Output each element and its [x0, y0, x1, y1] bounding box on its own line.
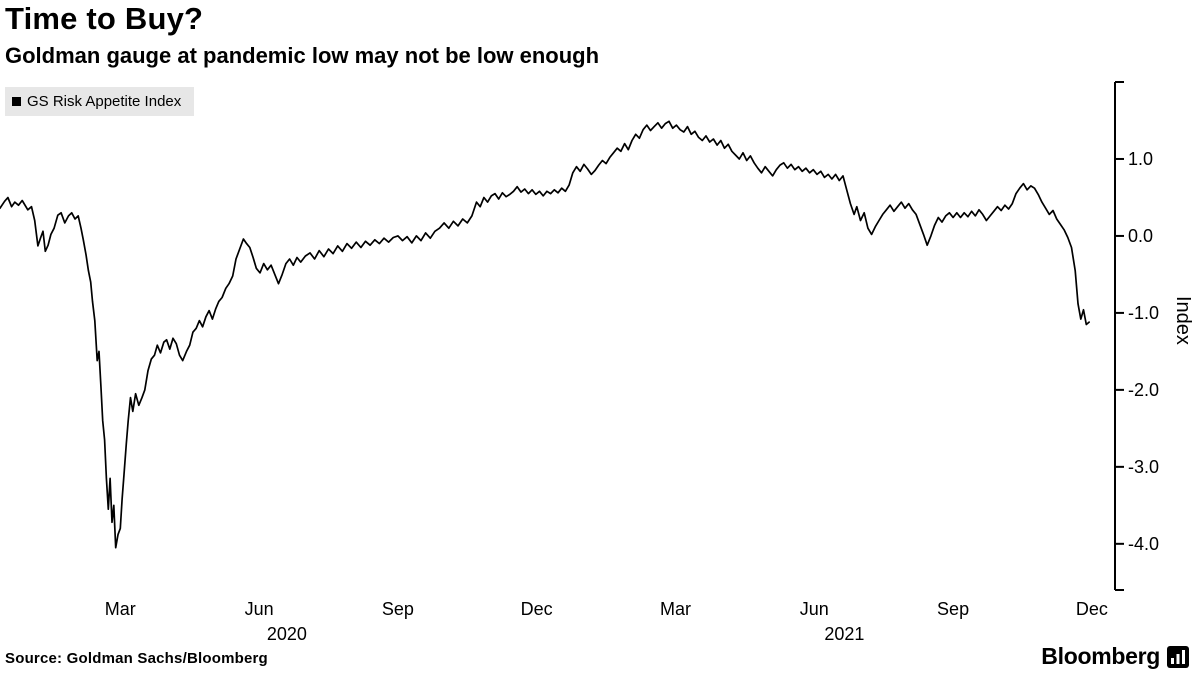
x-tick-label: Dec [1076, 599, 1108, 619]
x-tick-label: Mar [660, 599, 691, 619]
bloomberg-wordmark: Bloomberg [1041, 643, 1160, 669]
x-tick-label: Dec [521, 599, 553, 619]
y-tick-label: -2.0 [1128, 380, 1159, 400]
legend-swatch-icon [12, 97, 21, 106]
series-line [0, 120, 1090, 549]
chart-legend: GS Risk Appetite Index [5, 87, 195, 116]
x-year-label: 2020 [267, 624, 307, 644]
source-attribution: Source: Goldman Sachs/Bloomberg [5, 650, 268, 667]
x-tick-label: Jun [245, 599, 274, 619]
y-tick-label: -4.0 [1128, 534, 1159, 554]
x-tick-label: Sep [937, 599, 969, 619]
bloomberg-brand: Bloomberg [1041, 643, 1189, 670]
y-tick-label: 0.0 [1128, 226, 1153, 246]
bloomberg-logo-icon [1167, 645, 1189, 668]
x-tick-label: Jun [800, 599, 829, 619]
page-title: Time to Buy? [5, 1, 204, 36]
x-year-label: 2021 [824, 624, 864, 644]
y-tick-label: 1.0 [1128, 149, 1153, 169]
legend-label: GS Risk Appetite Index [27, 93, 182, 110]
y-axis-title: Index [1172, 296, 1194, 345]
x-tick-label: Sep [382, 599, 414, 619]
x-tick-label: Mar [105, 599, 136, 619]
page-subtitle: Goldman gauge at pandemic low may not be… [5, 43, 600, 68]
y-tick-label: -3.0 [1128, 457, 1159, 477]
y-tick-label: -1.0 [1128, 303, 1159, 323]
